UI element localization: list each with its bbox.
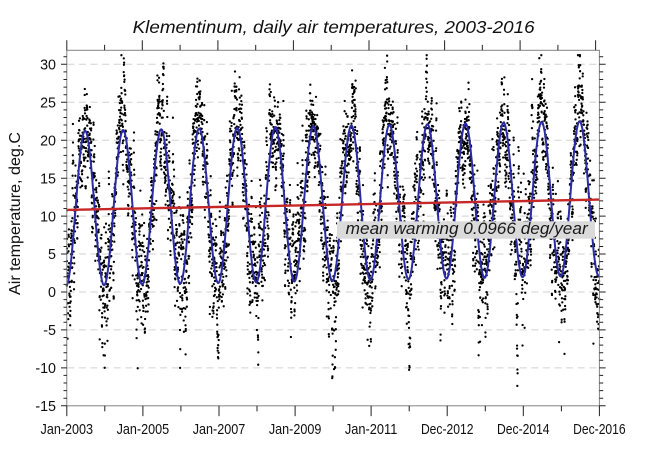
svg-text:-5: -5 <box>43 323 56 339</box>
svg-text:30: 30 <box>40 58 56 74</box>
svg-text:5: 5 <box>48 247 56 263</box>
svg-text:-10: -10 <box>35 361 56 377</box>
svg-text:Jan-2007: Jan-2007 <box>193 421 246 438</box>
svg-text:20: 20 <box>40 133 56 149</box>
svg-text:Dec-2016: Dec-2016 <box>573 421 626 438</box>
svg-text:0: 0 <box>48 285 56 301</box>
svg-text:Jan-2011: Jan-2011 <box>345 421 398 438</box>
svg-text:Klementinum, daily air tempera: Klementinum, daily air temperatures, 200… <box>133 17 535 37</box>
svg-text:15: 15 <box>40 171 56 187</box>
svg-text:25: 25 <box>40 96 56 112</box>
svg-text:-15: -15 <box>35 399 56 415</box>
svg-text:Dec-2012: Dec-2012 <box>421 421 474 438</box>
svg-text:Jan-2009: Jan-2009 <box>269 421 322 438</box>
svg-text:Air temperature, deg.C: Air temperature, deg.C <box>7 132 24 295</box>
svg-text:Jan-2005: Jan-2005 <box>117 421 170 438</box>
svg-text:Jan-2003: Jan-2003 <box>41 421 94 438</box>
svg-text:Dec-2014: Dec-2014 <box>497 421 550 438</box>
svg-text:10: 10 <box>40 209 56 225</box>
svg-text:mean warming 0.0966 deg/year: mean warming 0.0966 deg/year <box>346 219 589 238</box>
